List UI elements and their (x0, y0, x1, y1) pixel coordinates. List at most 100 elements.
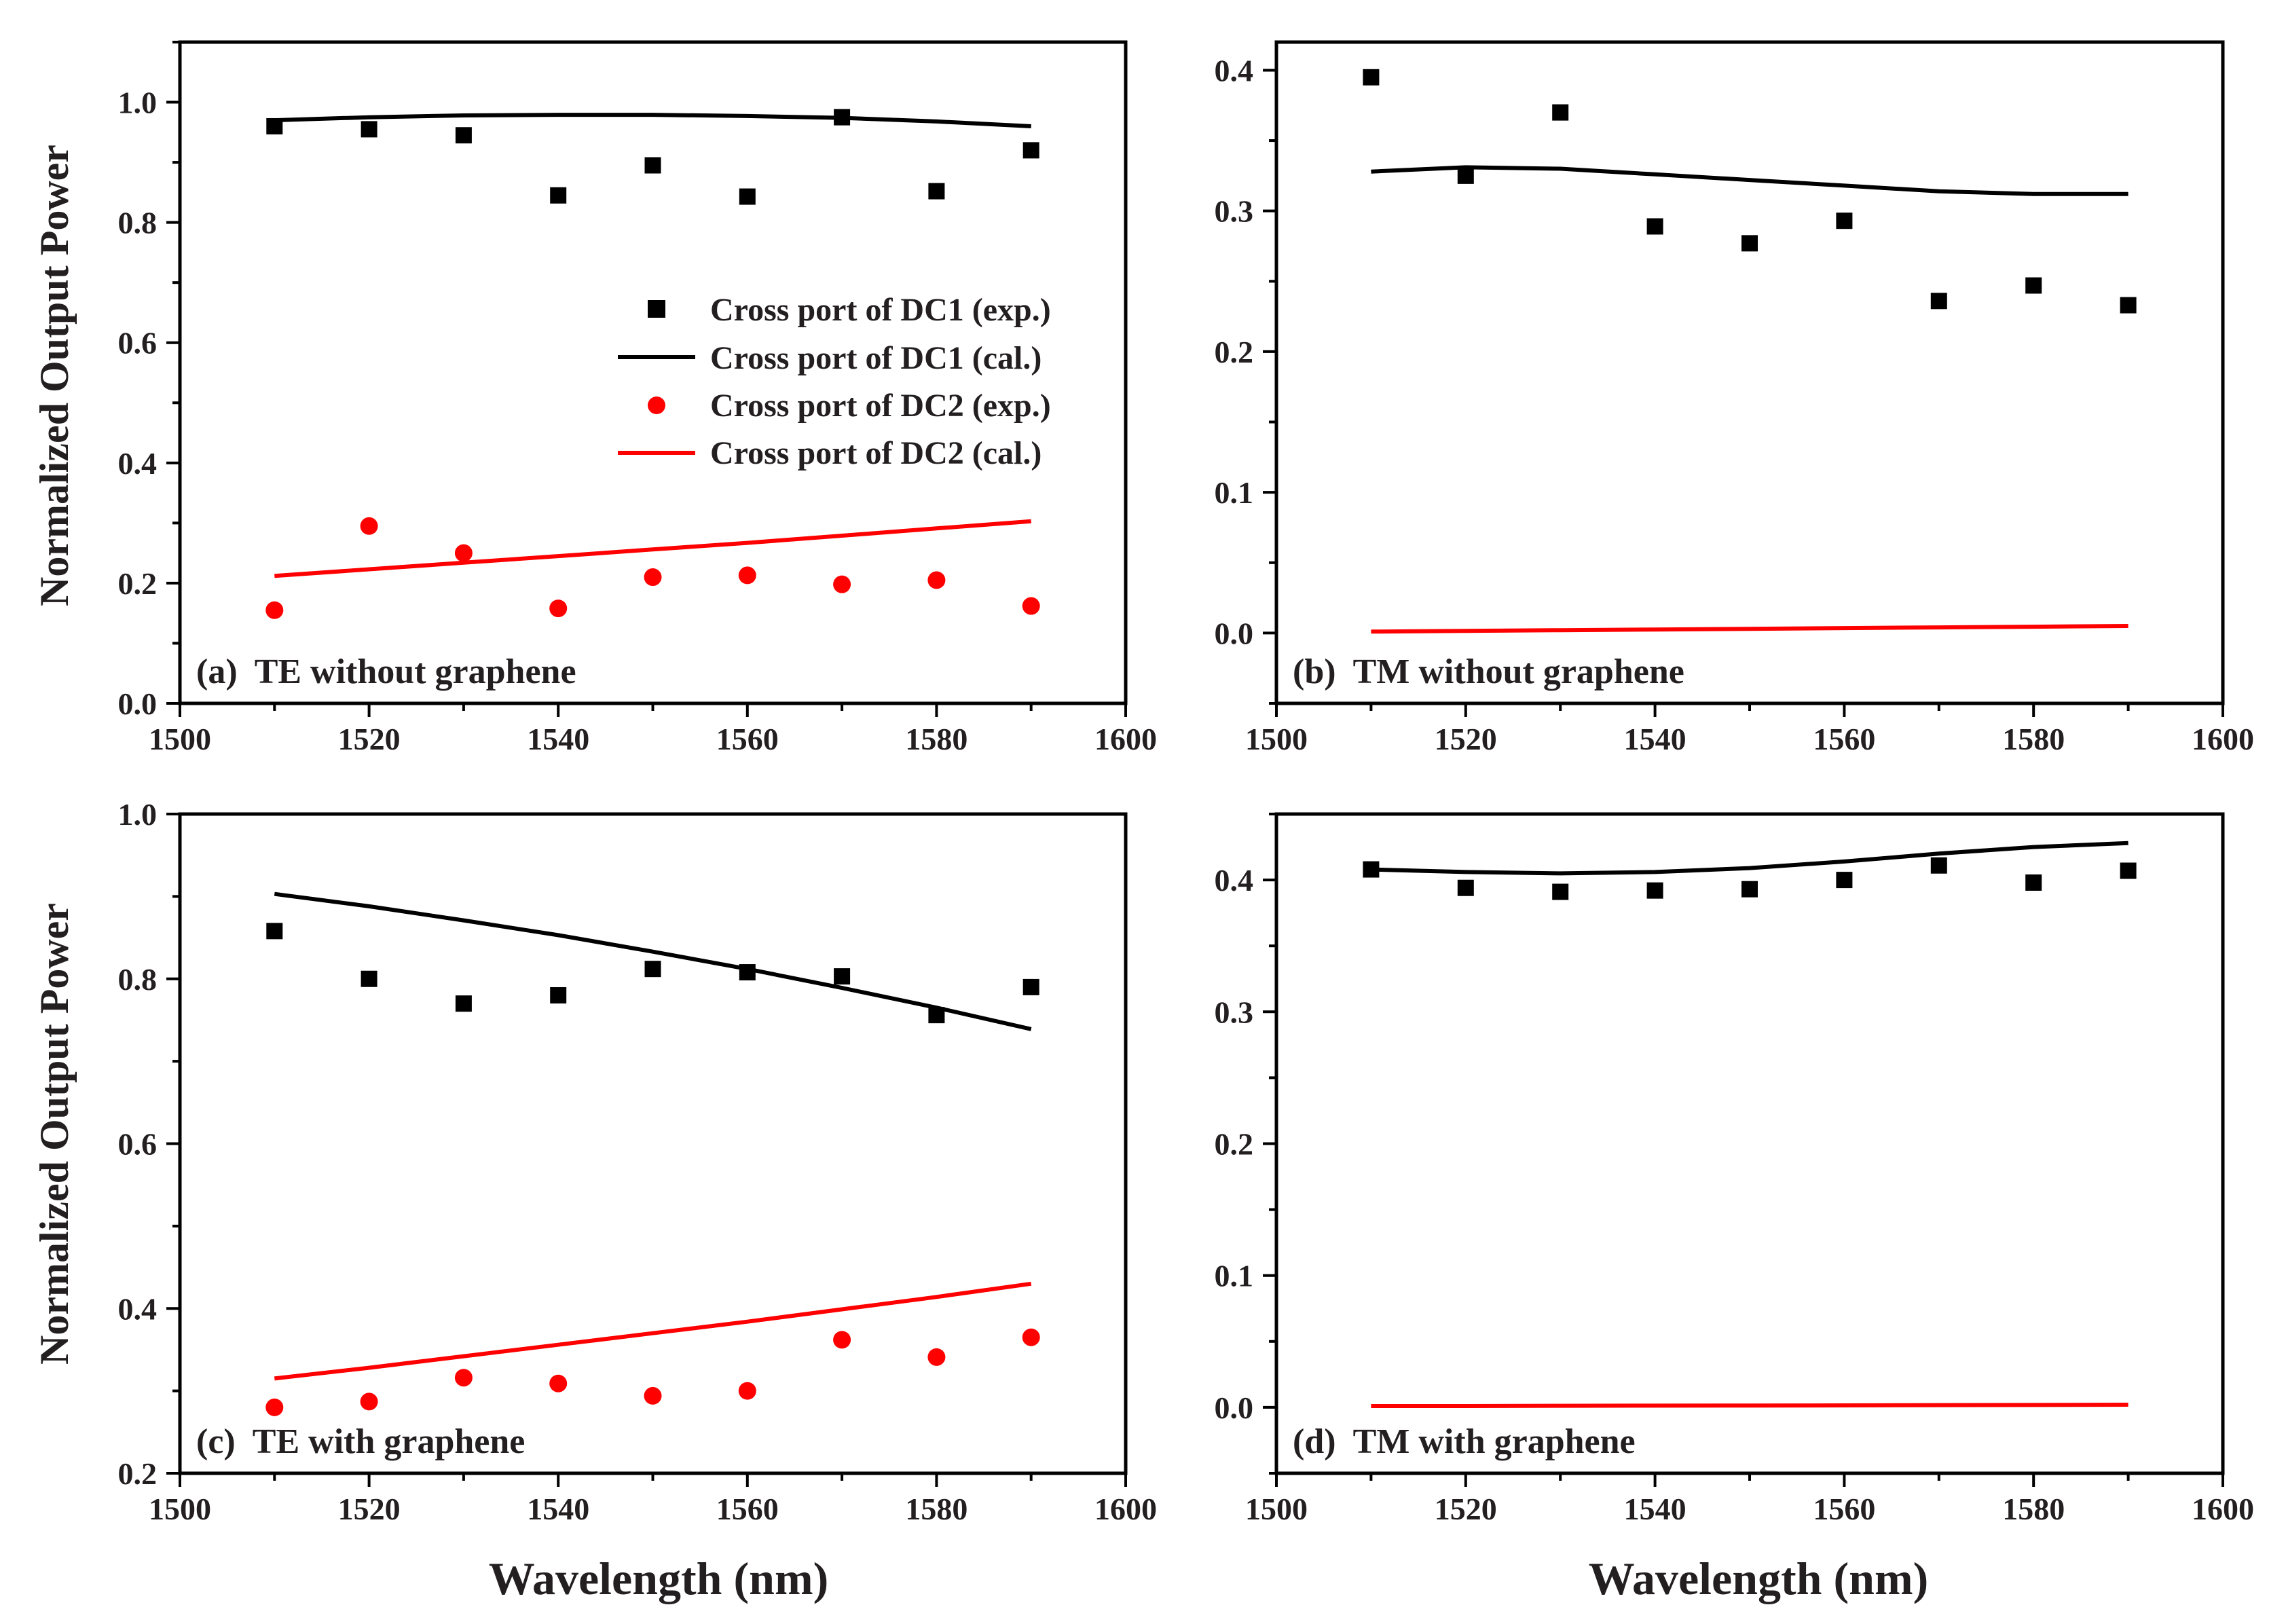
y-tick-label: 0.3 (1215, 194, 1254, 229)
data-point-square (1022, 978, 1039, 995)
legend-label-dc1-cal: Cross port of DC1 (cal.) (710, 340, 1041, 376)
data-point-square (361, 970, 377, 987)
x-tick-label: 1600 (1094, 1492, 1157, 1526)
series (1363, 857, 2137, 900)
x-tick-label: 1520 (1435, 1492, 1497, 1526)
legend: Cross port of DC1 (exp.) Cross port of D… (618, 292, 1051, 471)
data-point-square (1741, 235, 1758, 252)
y-tick-label: 1.0 (118, 797, 158, 832)
y-tick-label: 0.4 (1215, 863, 1254, 898)
y-tick-label: 0.4 (1215, 53, 1254, 88)
legend-label-dc1-exp: Cross port of DC1 (exp.) (710, 292, 1051, 328)
x-tick-label: 1600 (1094, 722, 1157, 756)
series-line (274, 113, 1031, 128)
data-point-square (361, 121, 377, 138)
legend-item-dc1-exp: Cross port of DC1 (exp.) (648, 292, 1051, 328)
data-point-square (1741, 881, 1758, 898)
series-line (274, 891, 1032, 1031)
series (266, 109, 1039, 205)
x-tick-label: 1540 (1624, 1492, 1686, 1526)
series (274, 891, 1032, 1031)
panel-title: (c) TE with graphene (196, 1422, 525, 1461)
panel-title: (a) TE without graphene (196, 652, 576, 691)
y-tick-label: 0.4 (118, 1291, 158, 1326)
data-point-square (644, 157, 661, 174)
series (266, 923, 1039, 1024)
data-point-square (1022, 142, 1039, 159)
panels: 1500 1520 1540 1560 1580 1600 0.0 0.2 0.4 0.6 0.8 1… (118, 40, 2254, 1526)
y-tick-label: 0.2 (118, 566, 158, 601)
data-point-square (1552, 104, 1569, 121)
data-point-circle (265, 601, 284, 619)
series (1371, 1403, 2128, 1408)
data-point-square (2120, 862, 2137, 879)
data-point-square (1930, 857, 1947, 874)
data-point-circle (454, 544, 473, 562)
data-point-circle (927, 571, 946, 589)
y-tick-label: 0.6 (118, 326, 158, 361)
data-point-circle (1022, 1328, 1040, 1346)
legend-marker-square (648, 300, 665, 318)
x-tick-label: 1580 (2002, 722, 2065, 756)
legend-marker-circle (648, 396, 665, 414)
x-tick-label: 1500 (149, 722, 211, 756)
data-point-square (1836, 872, 1853, 889)
series-line (1371, 624, 2128, 634)
y-tick-label: 0.8 (118, 206, 158, 240)
y-tick-label: 0.2 (118, 1456, 158, 1491)
y-tick-label: 1.0 (118, 86, 158, 120)
panel-b: 1500 1520 1540 1560 1580 1600 0.0 0.1 0.2 0.3 0.4 (… (1215, 40, 2254, 756)
data-point-square (1457, 167, 1474, 184)
data-point-circle (738, 566, 756, 585)
y-tick-label: 0.8 (118, 962, 158, 997)
legend-label-dc2-exp: Cross port of DC2 (exp.) (710, 388, 1051, 424)
plot-frame (1274, 40, 2225, 705)
x-axis-title: Wavelength (nm) (1589, 1553, 1929, 1604)
data-point-square (550, 187, 567, 204)
legend-item-dc2-exp: Cross port of DC2 (exp.) (648, 388, 1051, 424)
data-point-circle (360, 517, 378, 535)
x-tick-label: 1500 (149, 1492, 211, 1526)
data-point-square (550, 987, 567, 1004)
panel-d: 1500 1520 1540 1560 1580 1600 0.0 0.1 0.2 0.3 0.4 (… (1215, 812, 2254, 1526)
data-point-circle (1022, 597, 1040, 615)
x-tick-label: 1500 (1245, 722, 1308, 756)
y-tick-label: 0.2 (1215, 1127, 1254, 1162)
series-line (274, 519, 1031, 578)
y-tick-label: 0.0 (118, 686, 158, 721)
y-tick-label: 0.3 (1215, 995, 1254, 1029)
legend-label-dc2-cal: Cross port of DC2 (cal.) (710, 435, 1041, 471)
series-line (274, 1281, 1032, 1381)
series (265, 517, 1040, 619)
series (274, 519, 1031, 578)
y-axis-title-bottom: Normalized Output Power (32, 903, 77, 1365)
legend-item-dc1-cal: Cross port of DC1 (cal.) (618, 340, 1041, 376)
y-tick-label: 0.6 (118, 1127, 158, 1162)
x-tick-label: 1520 (1435, 722, 1497, 756)
series (1363, 69, 2137, 314)
data-point-circle (738, 1382, 756, 1400)
x-tick-label: 1580 (2002, 1492, 2065, 1526)
data-point-square (455, 995, 472, 1012)
panel-title: (d) TM with graphene (1293, 1422, 1636, 1461)
data-point-circle (549, 599, 568, 618)
series-line (1371, 165, 2128, 196)
x-tick-label: 1580 (905, 722, 967, 756)
data-point-square (834, 968, 851, 985)
data-point-square (2025, 277, 2042, 294)
panel-a: 1500 1520 1540 1560 1580 1600 0.0 0.2 0.4 0.6 0.8 1… (118, 40, 1157, 756)
panel-title: (b) TM without graphene (1293, 652, 1684, 691)
x-tick-label: 1560 (716, 1492, 779, 1526)
series (265, 1328, 1040, 1416)
x-tick-label: 1560 (716, 722, 779, 756)
data-point-square (2025, 874, 2042, 891)
data-point-square (2120, 297, 2137, 314)
data-point-square (1457, 879, 1474, 896)
y-tick-label: 0.0 (1215, 1390, 1254, 1425)
data-point-square (739, 188, 756, 205)
data-point-circle (644, 1386, 662, 1405)
data-point-square (1836, 213, 1853, 229)
data-point-circle (549, 1374, 568, 1392)
y-axis-title-top: Normalized Output Power (32, 145, 77, 606)
